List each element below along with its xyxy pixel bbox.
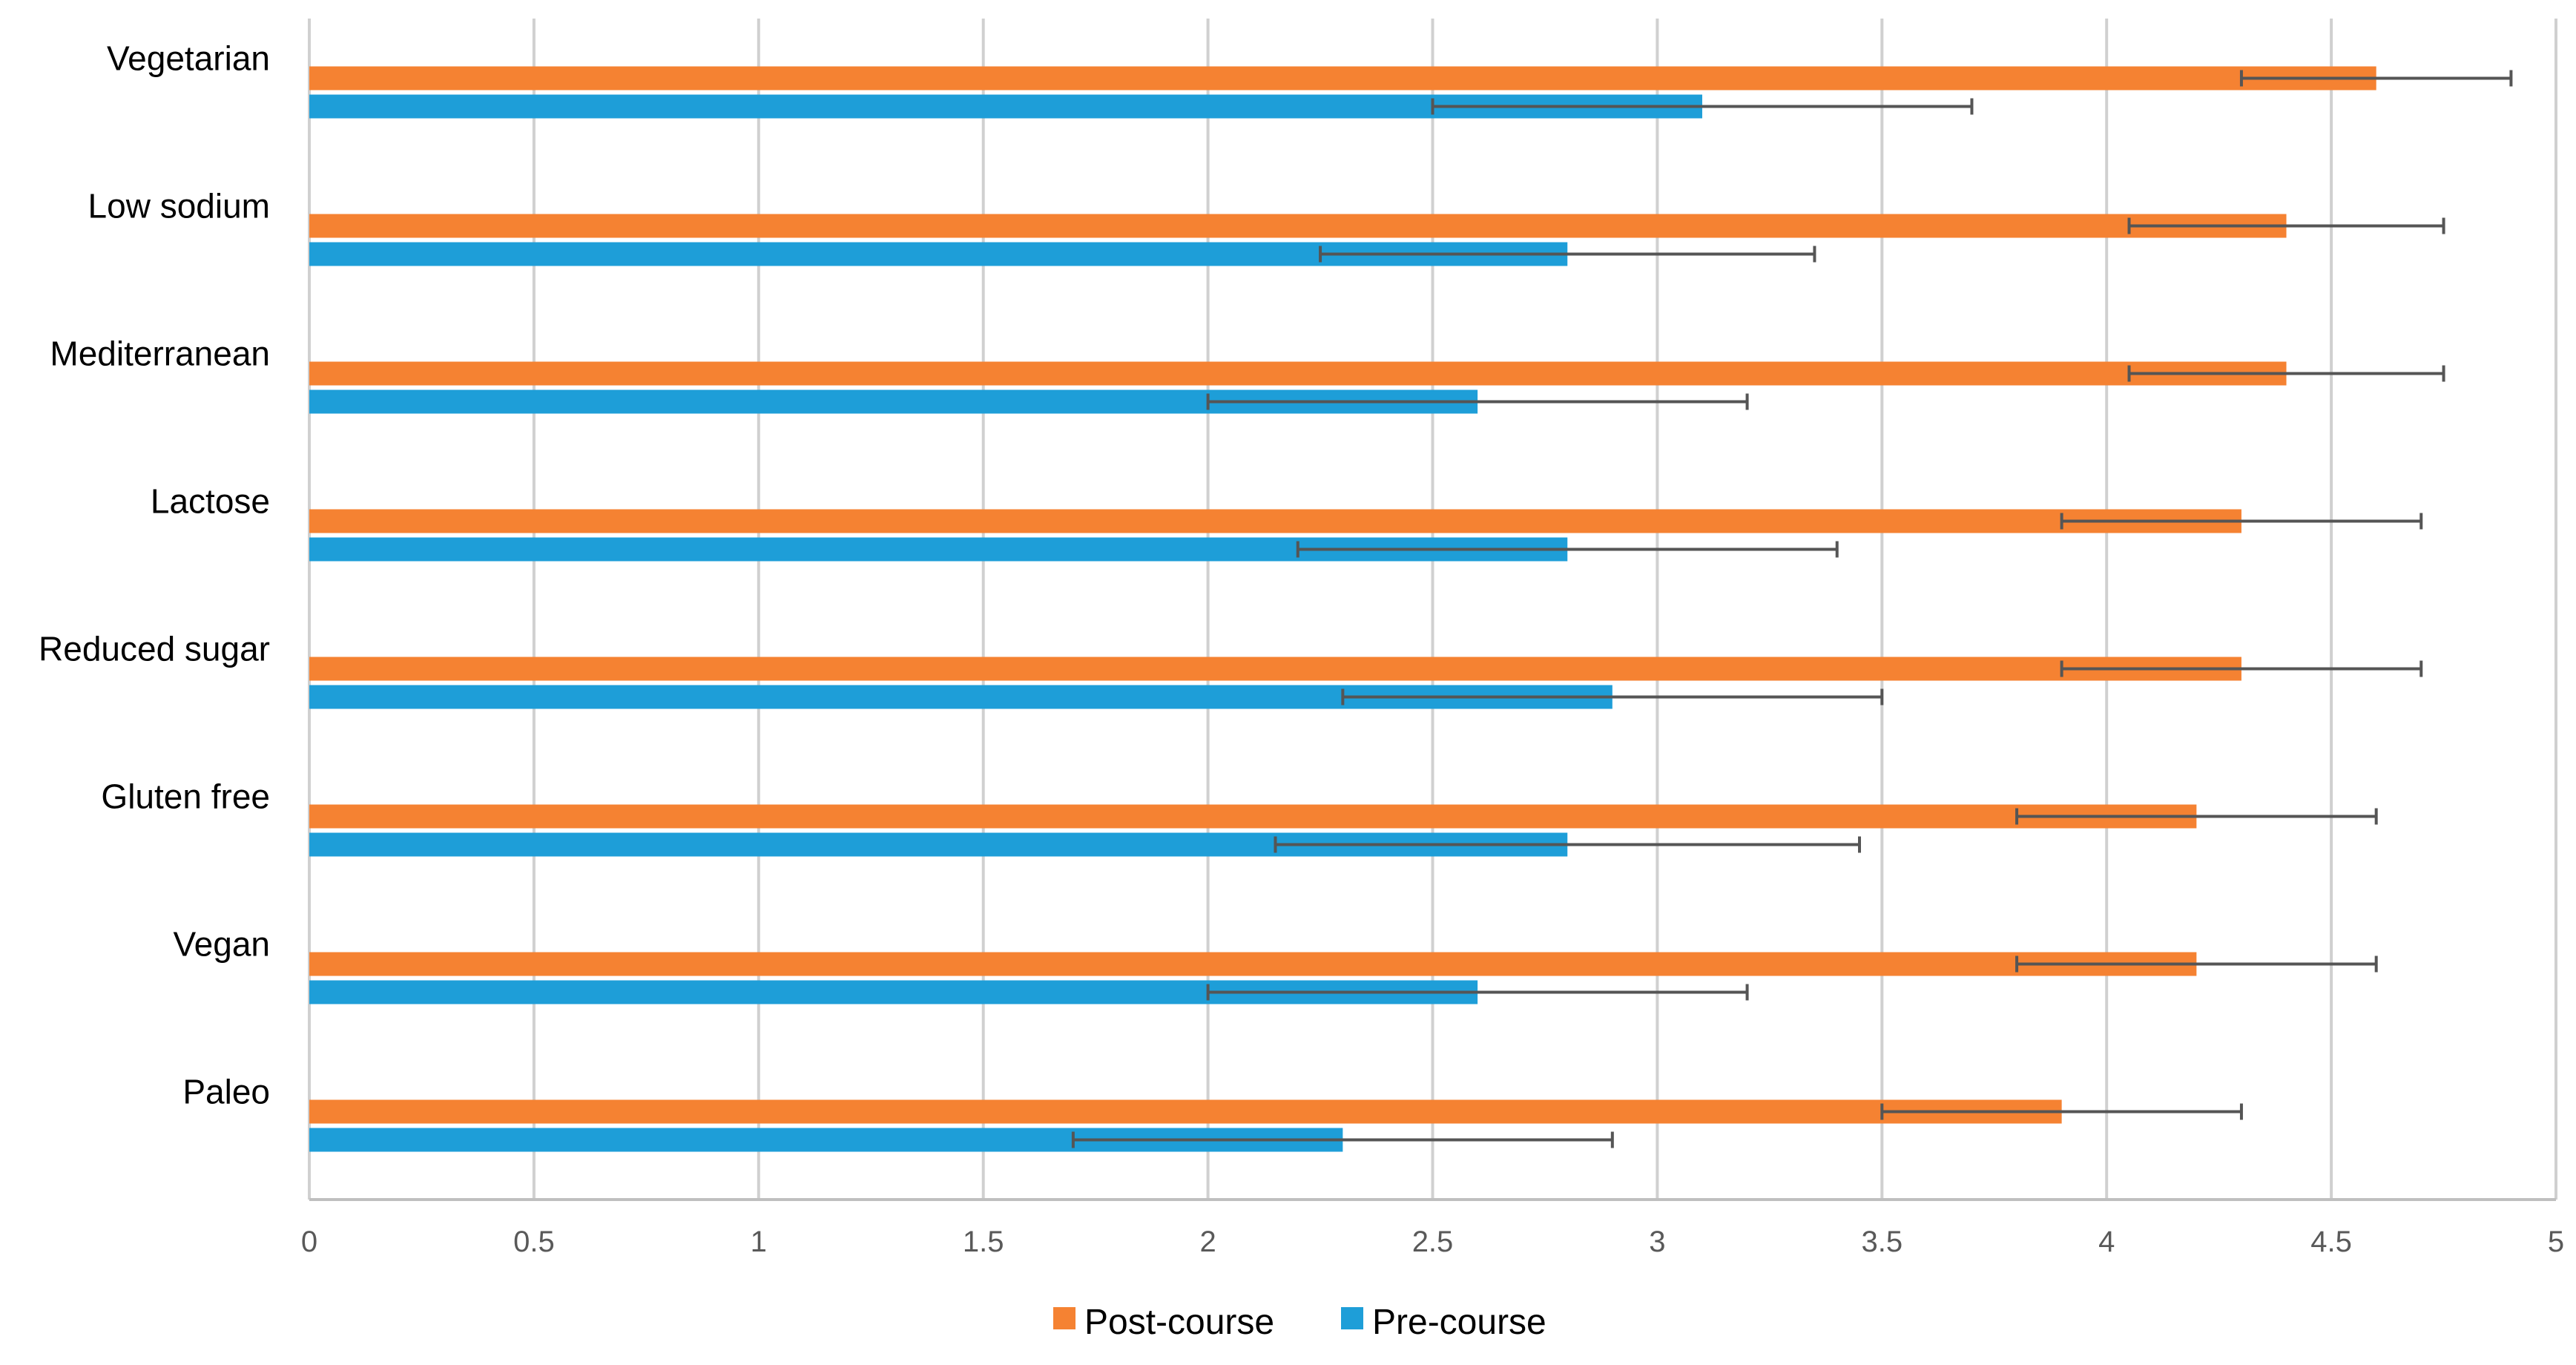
bar-post-course bbox=[309, 361, 2287, 386]
legend: Post-course Pre-course bbox=[1053, 1303, 1546, 1342]
x-tick-label: 4 bbox=[2098, 1226, 2115, 1258]
bar-post-course bbox=[309, 657, 2241, 681]
x-tick-label: 3.5 bbox=[1861, 1226, 1903, 1258]
category-label: Vegan bbox=[174, 925, 270, 964]
category-label: Low sodium bbox=[88, 187, 270, 226]
category-label: Mediterranean bbox=[50, 335, 270, 373]
legend-label: Pre-course bbox=[1372, 1303, 1546, 1342]
x-tick-label: 2 bbox=[1199, 1226, 1216, 1258]
category-labels: Vegetarian Low sodium Mediterranean Lactose… bbox=[39, 39, 270, 1111]
x-axis: 0 0.5 1 1.5 2 2.5 3 3.5 4 4.5 5 bbox=[301, 1198, 2564, 1258]
legend-swatch-pre-course bbox=[1341, 1307, 1363, 1329]
error-bars bbox=[1071, 70, 2513, 1148]
x-tick-label: 5 bbox=[2548, 1226, 2564, 1258]
x-tick-label: 2.5 bbox=[1412, 1226, 1454, 1258]
bar-post-course bbox=[309, 952, 2197, 976]
bar-post-course bbox=[309, 509, 2241, 533]
category-label: Lactose bbox=[151, 482, 270, 521]
gridlines bbox=[308, 19, 2557, 1200]
x-tick-label: 4.5 bbox=[2310, 1226, 2352, 1258]
bar-post-course bbox=[309, 1099, 2062, 1124]
bar-post-course bbox=[309, 804, 2197, 829]
category-label: Reduced sugar bbox=[39, 630, 270, 668]
bar-post-course bbox=[309, 214, 2287, 238]
x-tick-label: 1 bbox=[751, 1226, 767, 1258]
category-label: Vegetarian bbox=[107, 39, 270, 78]
x-tick-label: 0 bbox=[301, 1226, 317, 1258]
bars bbox=[309, 66, 2376, 1152]
category-label: Gluten free bbox=[101, 777, 270, 816]
legend-swatch-post-course bbox=[1053, 1307, 1075, 1329]
x-tick-label: 0.5 bbox=[513, 1226, 555, 1258]
bar-post-course bbox=[309, 66, 2376, 91]
x-tick-label: 3 bbox=[1649, 1226, 1665, 1258]
category-label: Paleo bbox=[182, 1073, 270, 1111]
x-tick-label: 1.5 bbox=[963, 1226, 1004, 1258]
legend-label: Post-course bbox=[1084, 1303, 1274, 1342]
